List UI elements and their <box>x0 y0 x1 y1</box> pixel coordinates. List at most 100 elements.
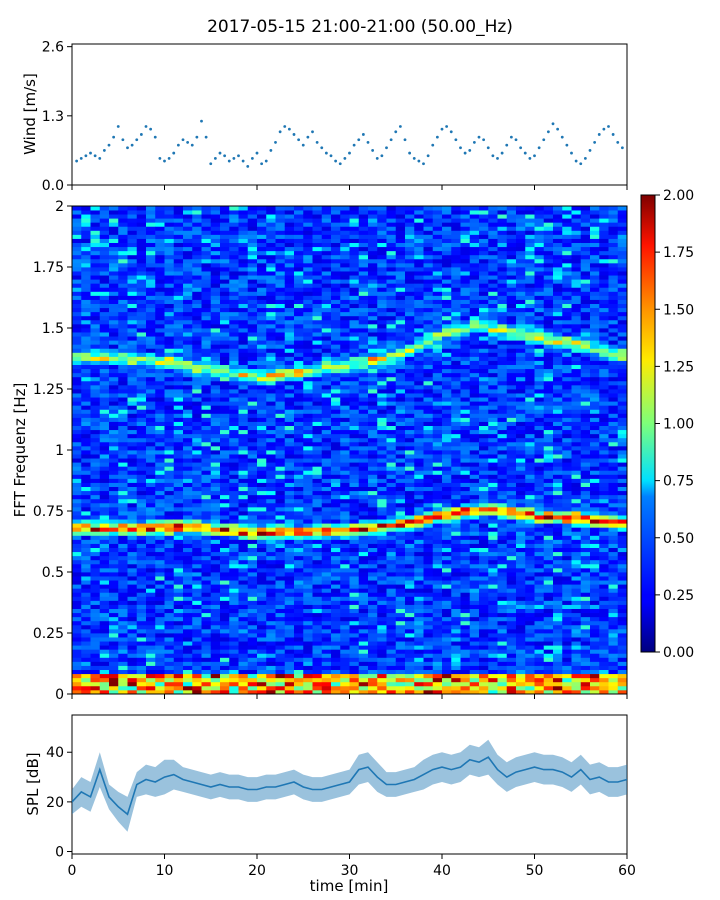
spectrogram-cell <box>414 332 424 337</box>
spectrogram-cell <box>229 206 239 211</box>
spectrogram-cell <box>284 226 295 231</box>
spectrogram-cell <box>284 543 295 548</box>
spectrogram-cell <box>146 230 156 235</box>
spectrogram-cell <box>72 494 82 500</box>
spectrogram-cell <box>377 661 387 666</box>
spectrogram-cell <box>192 523 202 528</box>
spectrogram-cell <box>312 250 323 256</box>
spectrogram-cell <box>173 462 184 467</box>
spectrogram-cell <box>294 592 304 597</box>
spectrogram-cell <box>432 478 443 483</box>
spectrogram-cell <box>423 441 434 447</box>
spectrogram-cell <box>257 315 267 321</box>
spectrogram-cell <box>386 649 397 654</box>
spectrogram-cell <box>155 332 165 337</box>
spectrogram-cell <box>201 287 212 292</box>
spectrogram-cell <box>294 352 304 357</box>
spectrogram-cell <box>173 287 184 292</box>
spectrogram-cell <box>229 348 239 353</box>
spectrogram-cell <box>303 608 313 614</box>
spectrogram-cell <box>99 271 110 276</box>
spectrogram-cell <box>164 401 175 406</box>
spectrogram-cell <box>405 669 415 675</box>
spectrogram-cell <box>423 323 434 329</box>
spectrogram-cell <box>118 340 128 345</box>
spectrogram-cell <box>368 482 378 487</box>
spectrogram-cell <box>303 596 313 601</box>
spectrogram-cell <box>90 279 101 284</box>
spectrogram-cell <box>229 340 239 345</box>
spectrogram-cell <box>220 344 230 349</box>
spectrogram-cell <box>321 238 332 243</box>
spectrogram-cell <box>136 393 147 398</box>
wind-point <box>472 141 476 144</box>
spectrogram-cell <box>405 482 415 487</box>
spectrogram-cell <box>368 222 378 227</box>
spectrogram-cell <box>136 384 147 390</box>
spectrogram-cell <box>349 539 360 544</box>
spectrogram-cell <box>99 551 110 557</box>
spectrogram-cell <box>321 633 332 638</box>
spectrogram-cell <box>136 596 147 601</box>
spectrogram-cell <box>118 279 128 284</box>
spectrogram-cell <box>349 246 360 252</box>
spectrogram-cell <box>109 628 119 634</box>
spectrogram-cell <box>312 665 323 670</box>
spectrogram-cell <box>284 437 295 443</box>
spectrogram-cell <box>386 279 397 284</box>
spectrogram-cell <box>238 401 249 406</box>
spectrogram-cell <box>331 673 341 679</box>
spectrogram-cell <box>118 271 128 276</box>
spectrogram-cell <box>414 429 424 435</box>
spectrogram-cell <box>321 645 332 650</box>
spectrogram-cell <box>164 437 175 443</box>
spectrogram-cell <box>395 482 406 487</box>
spectrogram-cell <box>155 283 165 288</box>
spectrogram-cell <box>72 283 82 288</box>
spectrogram-cell <box>368 645 378 650</box>
spectrogram-cell <box>321 511 332 516</box>
spectrogram-cell <box>405 645 415 650</box>
spectrogram-cell <box>395 506 406 512</box>
spectrogram-cell <box>220 685 230 691</box>
spectrogram-cell <box>432 450 443 455</box>
spectrogram-cell <box>99 397 110 402</box>
spectrogram-cell <box>238 474 249 479</box>
wind-point <box>570 151 573 155</box>
wind-point <box>246 164 250 168</box>
spectrogram-cell <box>386 531 397 536</box>
spectrogram-cell <box>312 604 323 609</box>
spectrogram-cell <box>146 441 156 447</box>
spectrogram-cell <box>423 389 434 394</box>
spectrogram-cell <box>146 567 156 573</box>
spectrogram-cell <box>136 482 147 487</box>
spectrogram-cell <box>266 409 276 414</box>
spectrogram-cell <box>201 458 212 463</box>
spectrogram-cell <box>90 596 101 601</box>
spectrogram-cell <box>386 417 397 422</box>
spectrogram-cell <box>405 531 415 536</box>
spectrogram-cell <box>331 450 341 455</box>
spectrogram-cell <box>312 685 323 691</box>
spectrogram-cell <box>192 657 202 662</box>
spectrogram-cell <box>331 421 341 426</box>
spectrogram-cell <box>229 641 239 646</box>
spectrogram-cell <box>340 437 350 443</box>
spectrogram-cell <box>303 267 313 272</box>
spectrogram-cell <box>266 389 276 394</box>
spectrogram-cell <box>90 673 101 679</box>
spectrogram-cell <box>312 287 323 292</box>
spectrogram-cell <box>405 555 415 561</box>
spectrogram-cell <box>81 502 91 508</box>
wind-point <box>491 154 495 158</box>
wind-y-tick-label: 1.3 <box>42 109 64 125</box>
spectrogram-cell <box>220 307 230 313</box>
spectrogram-cell <box>284 511 295 516</box>
spectrogram-cell <box>395 535 406 540</box>
spectrogram-cell <box>368 612 378 618</box>
spectrogram-cell <box>81 319 91 325</box>
spectrogram-cell <box>136 214 147 219</box>
spectrogram-cell <box>81 295 91 300</box>
spectrogram-cell <box>164 384 175 390</box>
